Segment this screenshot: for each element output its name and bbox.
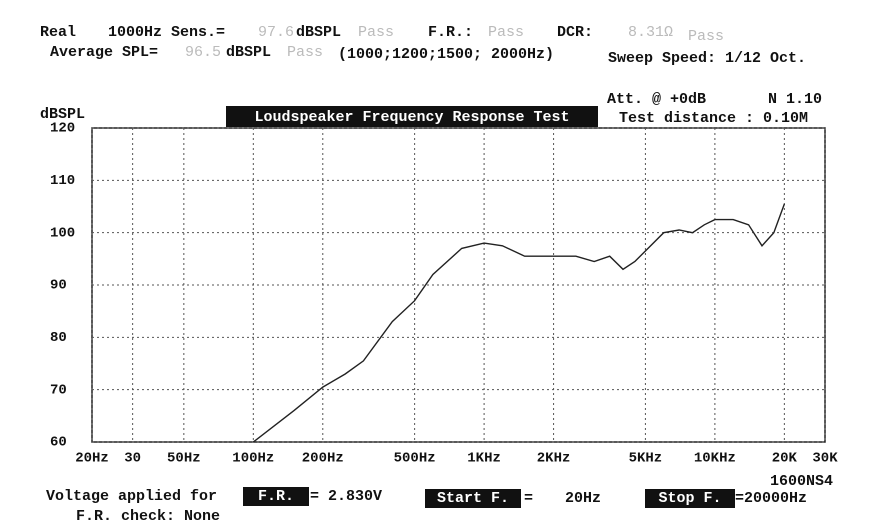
inverse-box xyxy=(243,487,309,506)
label: Start F. xyxy=(437,490,509,507)
value: Pass xyxy=(287,44,323,61)
x-tick-label: 20K xyxy=(772,451,798,467)
x-tick-label: 500Hz xyxy=(394,451,436,467)
y-axis-label: dBSPL xyxy=(40,106,85,123)
y-tick-label: 80 xyxy=(50,330,67,346)
y-tick-label: 110 xyxy=(50,173,75,189)
x-tick-label: 20Hz xyxy=(75,451,109,467)
x-tick-label: 30K xyxy=(812,451,838,467)
x-tick-label: 30 xyxy=(124,451,141,467)
value: Pass xyxy=(488,24,524,41)
value: =20000Hz xyxy=(735,490,807,507)
label: F.R. xyxy=(258,488,294,505)
label: dBSPL xyxy=(226,44,271,61)
label: Real xyxy=(40,24,76,41)
x-tick-label: 10KHz xyxy=(694,451,736,467)
value: 20Hz xyxy=(565,490,601,507)
value: 97.6 xyxy=(258,24,294,41)
label: N 1.10 xyxy=(768,91,822,108)
header: Real 1000Hz Sens.= 97.6 dBSPL Pass F.R.:… xyxy=(40,24,822,127)
value: Pass xyxy=(688,28,724,45)
label: F.R. check: None xyxy=(76,508,220,525)
value: = 2.830V xyxy=(310,488,382,505)
x-tick-label: 1KHz xyxy=(467,451,501,467)
label: dBSPL xyxy=(296,24,341,41)
label: (1000;1200;1500; 2000Hz) xyxy=(338,46,554,63)
y-tick-label: 60 xyxy=(50,435,67,451)
value: Pass xyxy=(358,24,394,41)
footer: Voltage applied for F.R. = 2.830V Start … xyxy=(46,487,807,525)
value: 8.31Ω xyxy=(628,24,673,41)
label: = xyxy=(524,490,533,507)
title-box xyxy=(226,106,598,127)
x-tick-label: 5KHz xyxy=(629,451,663,467)
label: Test distance : 0.10M xyxy=(619,110,808,127)
y-tick-label: 70 xyxy=(50,382,67,398)
plot: 60 70 80 90 100 110 120 20Hz 30 50Hz 100Hz 200Hz 500… xyxy=(50,121,838,467)
label: F.R.: xyxy=(428,24,473,41)
label: Sweep Speed: 1/12 Oct. xyxy=(608,50,806,67)
value: 96.5 xyxy=(185,44,221,61)
chart-title: Loudspeaker Frequency Response Test xyxy=(254,109,569,126)
x-tick-label: 50Hz xyxy=(167,451,201,467)
y-tick-label: 120 xyxy=(50,121,75,137)
x-tick-label: 100Hz xyxy=(232,451,274,467)
label: Att. @ +0dB xyxy=(607,91,706,108)
label: Average SPL= xyxy=(50,44,158,61)
response-curve xyxy=(252,203,786,443)
inverse-box xyxy=(425,489,521,508)
label: Voltage applied for xyxy=(46,488,217,505)
label: 1000Hz Sens.= xyxy=(108,24,225,41)
label: DCR: xyxy=(557,24,593,41)
x-tick-label: 2KHz xyxy=(537,451,571,467)
model: 1600NS4 xyxy=(770,473,833,490)
label: Stop F. xyxy=(658,490,721,507)
x-tick-label: 200Hz xyxy=(302,451,344,467)
y-tick-label: 90 xyxy=(50,278,67,294)
inverse-box xyxy=(645,489,735,508)
y-tick-label: 100 xyxy=(50,225,75,241)
